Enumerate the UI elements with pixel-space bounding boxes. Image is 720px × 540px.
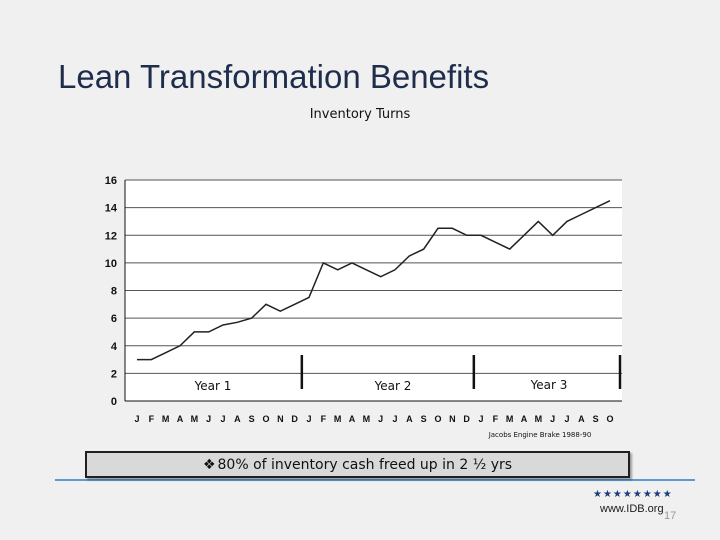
page-number: 17	[664, 510, 677, 522]
x-tick-label: M	[363, 414, 371, 424]
x-tick-label: M	[506, 414, 514, 424]
y-tick-label: 4	[111, 341, 118, 353]
callout-box: ❖ 80% of inventory cash freed up in 2 ½ …	[85, 451, 630, 478]
x-tick-label: J	[392, 414, 397, 424]
x-tick-label: A	[578, 414, 585, 424]
x-tick-label: A	[234, 414, 241, 424]
x-tick-label: A	[521, 414, 528, 424]
y-tick-label: 10	[105, 258, 117, 270]
x-tick-label: S	[421, 414, 427, 424]
x-tick-label: J	[550, 414, 555, 424]
x-tick-label: M	[162, 414, 170, 424]
series-line-inventory-turns	[137, 200, 611, 361]
x-tick-label: N	[277, 414, 284, 424]
x-tick-label: M	[334, 414, 342, 424]
x-tick-label: J	[134, 414, 139, 424]
chart-source-note: Jacobs Engine Brake 1988-90	[488, 431, 592, 439]
x-tick-label: D	[463, 414, 470, 424]
x-tick-label: J	[220, 414, 225, 424]
slide-title: Lean Transformation Benefits	[58, 58, 490, 95]
x-tick-label: A	[177, 414, 184, 424]
x-tick-label: J	[564, 414, 569, 424]
x-tick-label: F	[321, 414, 327, 424]
x-tick-label: M	[191, 414, 199, 424]
x-tick-label: N	[449, 414, 456, 424]
x-tick-label: A	[349, 414, 356, 424]
y-tick-label: 0	[111, 396, 117, 408]
x-tick-label: S	[593, 414, 599, 424]
x-tick-label: A	[406, 414, 413, 424]
x-tick-label: F	[493, 414, 499, 424]
x-tick-label: J	[478, 414, 483, 424]
x-tick-label: J	[206, 414, 211, 424]
y-tick-label: 12	[105, 230, 117, 242]
callout-text: 80% of inventory cash freed up in 2 ½ yr…	[217, 456, 513, 473]
stars-logo: ★★★★★★★★	[593, 489, 673, 500]
x-tick-label: J	[378, 414, 383, 424]
diamond-bullet-icon: ❖	[202, 456, 216, 473]
year-label: Year 3	[530, 378, 568, 392]
y-tick-label: 16	[105, 175, 117, 187]
y-tick-label: 6	[111, 313, 117, 325]
x-tick-label: M	[535, 414, 543, 424]
x-tick-label: S	[249, 414, 255, 424]
x-tick-label: O	[434, 414, 441, 424]
x-tick-label: O	[606, 414, 613, 424]
year-label: Year 2	[374, 379, 412, 393]
y-tick-label: 8	[111, 286, 117, 298]
x-tick-label: O	[262, 414, 269, 424]
caption-rule	[55, 479, 695, 481]
y-tick-label: 14	[105, 203, 118, 215]
x-tick-label: F	[149, 414, 155, 424]
website-link[interactable]: www.IDB.org	[600, 503, 664, 515]
x-tick-label: D	[291, 414, 298, 424]
year-label: Year 1	[194, 379, 232, 393]
chart-title: Inventory Turns	[310, 107, 411, 122]
x-tick-label: J	[306, 414, 311, 424]
y-tick-label: 2	[111, 368, 117, 380]
